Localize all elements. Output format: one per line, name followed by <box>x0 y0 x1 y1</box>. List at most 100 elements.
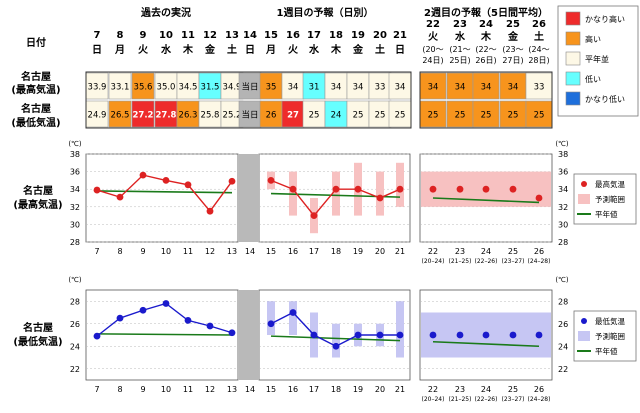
min-chart-forecast-point <box>396 331 404 339</box>
date-day-number: 12 <box>203 30 217 41</box>
date-day-number: 8 <box>117 30 124 41</box>
max-chart-xtick: 19 <box>353 247 363 256</box>
max-temp-value: 当日 <box>241 82 258 93</box>
max-chart-ytick-right: 34 <box>558 185 568 194</box>
max-chart-normal-line <box>96 190 233 194</box>
min-chart-normal-line <box>270 335 401 342</box>
date-weekday: 日 <box>92 44 102 56</box>
min-temp-w2-cell <box>419 100 447 128</box>
max-chart-range-bar <box>396 162 404 207</box>
period-weekday: 火 <box>428 31 439 43</box>
min-chart-normal-line <box>432 340 540 348</box>
max-chart-xtick: 23 <box>455 247 465 256</box>
max-chart-xtick: 22 <box>428 247 438 256</box>
min-chart-xtick: 9 <box>140 385 145 394</box>
min-chart-ytick-left: 24 <box>70 342 80 351</box>
max-chart-ytick-left: 38 <box>70 150 80 159</box>
min-chart-normal-line <box>96 333 233 336</box>
date-day-number: 17 <box>307 30 321 41</box>
max-chart-legend-label: 予測範囲 <box>595 194 625 204</box>
max-chart-xtick: 10 <box>161 247 171 256</box>
max-chart-xtick: 26 <box>534 247 544 256</box>
period-day-number: 24 <box>479 19 493 30</box>
date-weekday: 金 <box>204 43 216 56</box>
past-observations-heading: 過去の実況 <box>140 6 191 19</box>
max-temp-value: 34.9 <box>223 83 242 93</box>
min-chart-legend-label: 予測範囲 <box>595 331 625 341</box>
min-chart-xtick: 24 <box>481 385 491 394</box>
period-day-number: 25 <box>506 19 520 30</box>
min-chart-observed-point <box>162 300 170 307</box>
row-min-kind: (最低気温) <box>11 116 60 129</box>
max-chart-xtick: 12 <box>205 247 215 256</box>
class-legend-label: かなり低い <box>585 94 625 104</box>
max-chart-legend-dot <box>581 181 587 187</box>
min-chart-xtick: 18 <box>331 385 341 394</box>
max-temp-w2-cell <box>499 72 527 100</box>
max-chart-city-label: 名古屋 <box>23 184 53 197</box>
date-day-number: 13 <box>225 30 239 41</box>
period-range-end: 25日) <box>449 56 470 65</box>
min-chart-ytick-right: 26 <box>558 320 568 329</box>
date-weekday: 月 <box>114 44 125 56</box>
period-range-start: (21～ <box>449 45 470 54</box>
max-chart-forecast-point <box>396 185 404 193</box>
max-temp-w2-value: 34 <box>428 83 439 93</box>
row-max-city: 名古屋 <box>21 70 51 83</box>
max-temp-w2-cell <box>472 72 500 100</box>
min-chart-forecast-point <box>267 320 275 328</box>
min-chart-xtick: 21 <box>395 385 405 394</box>
min-temp-value: 26.3 <box>179 111 198 121</box>
class-legend-label: 低い <box>585 74 601 84</box>
max-chart-forecast-point <box>310 212 318 220</box>
max-chart-forecast-point <box>354 185 362 193</box>
min-chart-forecast-point <box>376 331 384 339</box>
max-temp-w2-cell <box>419 72 447 100</box>
date-weekday: 月 <box>265 44 276 56</box>
period-table-border <box>419 71 553 129</box>
date-weekday: 火 <box>138 44 149 56</box>
max-chart-unit-left: (℃) <box>68 140 82 148</box>
date-day-number: 20 <box>373 30 387 41</box>
min-chart-xtick: 19 <box>353 385 363 394</box>
max-chart-xtick-range: (23–27) <box>502 258 525 265</box>
class-legend-swatch <box>565 11 581 26</box>
min-temp-value: 25 <box>375 111 386 121</box>
min-chart-ytick-left: 28 <box>70 297 80 306</box>
week-table-border <box>85 71 412 129</box>
min-chart-period-point <box>535 331 543 339</box>
min-chart-xtick: 7 <box>94 385 99 394</box>
max-chart-forecast-point <box>267 177 275 184</box>
max-chart-forecast-point <box>332 185 340 193</box>
min-chart-xtick: 20 <box>375 385 385 394</box>
date-weekday: 水 <box>308 43 320 56</box>
min-chart-observed-point <box>93 332 101 340</box>
min-chart-observed-point <box>116 314 124 322</box>
min-chart-period-point <box>429 331 437 339</box>
min-chart-forecast-point <box>289 309 297 316</box>
max-chart-forecast-point <box>289 185 297 193</box>
max-chart-ytick-right: 38 <box>558 150 568 159</box>
min-temp-value: 25.8 <box>201 111 220 121</box>
min-chart-legend-label: 最低気温 <box>595 316 625 326</box>
max-chart-ytick-left: 30 <box>70 220 80 229</box>
class-legend-label: 高い <box>585 34 601 44</box>
min-chart-ytick-right: 24 <box>558 342 568 351</box>
min-temp-value: 27 <box>287 111 299 121</box>
min-temp-w2-value: 25 <box>481 111 492 121</box>
max-temp-w2-value: 33 <box>534 83 545 93</box>
max-temp-cell <box>131 72 155 100</box>
max-chart-legend-range <box>578 194 590 204</box>
max-chart-range-bar <box>332 171 340 216</box>
min-chart-xtick: 22 <box>428 385 438 394</box>
max-chart-ytick-right: 36 <box>558 168 568 177</box>
period-range-end: 28日) <box>528 56 549 65</box>
period-range-end: 24日) <box>422 56 443 65</box>
max-chart-period-point <box>535 194 543 202</box>
max-chart-xtick: 14 <box>245 247 255 256</box>
period-weekday: 金 <box>507 30 519 43</box>
date-day-number: 19 <box>351 30 365 41</box>
class-legend-swatch <box>565 51 581 66</box>
min-chart-forecast-point <box>332 342 340 350</box>
date-day-number: 9 <box>140 30 147 41</box>
